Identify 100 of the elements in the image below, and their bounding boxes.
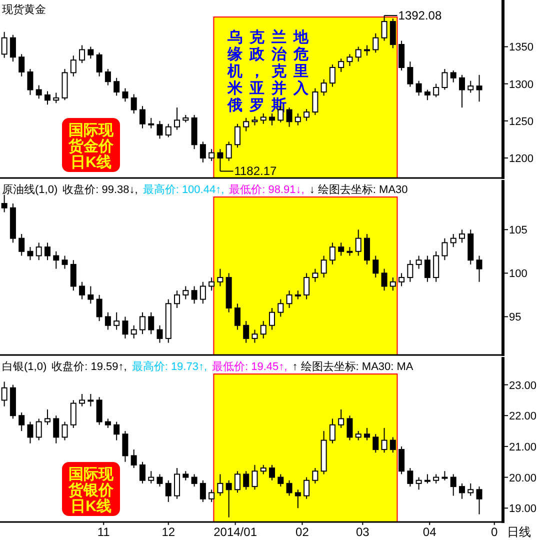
candlestick [424,474,430,484]
y-tick-label: 1350 [509,42,534,54]
candlestick [70,55,76,77]
candlestick [27,421,34,444]
candlestick [260,320,266,339]
candlestick [304,108,310,122]
note-box: 国际现货金价日K线 [62,118,120,172]
candlestick [62,421,68,441]
candlestick [36,242,42,261]
candlestick [355,229,362,256]
candlestick [139,461,146,484]
candlestick [130,324,137,339]
candlestick [27,246,34,261]
y-tick-label: 95 [509,312,522,324]
y-tick-label: 1250 [509,116,534,128]
candlestick [114,312,120,330]
candlestick [338,242,344,256]
candlestick [88,394,94,407]
candlestick [53,415,60,444]
y-tick-label: 100 [509,268,528,280]
candlestick [208,277,215,292]
candlestick [148,470,154,484]
candlestick [424,255,430,282]
chart-subtitle: 收盘价: 19.59↑, 最高价: 19.73↑, 最低价: 19.45↑, ↑ 绘图去坐标: MA30: MA [52,360,414,373]
candlestick [329,418,336,444]
candlestick [156,324,163,344]
candlestick [407,468,414,488]
candlestick [165,480,172,502]
candlestick [476,74,482,102]
candlestick [182,286,189,300]
candlestick [243,117,250,132]
y-tick-label: 23.00 [509,380,537,392]
candlestick [468,482,474,496]
candlestick [122,88,128,102]
chart-title: 白银(1,0) [2,361,47,373]
y-tick-label: 20.00 [509,472,537,484]
candlestick [329,242,336,265]
chart-title: 原油线(1,0) [2,183,58,196]
annotation: 1182.17 [234,164,278,178]
candlestick [36,418,42,441]
note-box: 国际现货银价日K线 [62,462,120,516]
x-tick-label: 03 [356,525,370,539]
candlestick [424,89,430,101]
x-tick-label: 12 [162,525,176,539]
candlestick [407,260,414,282]
candlestick [442,238,448,261]
candlestick [278,298,284,318]
candlestick [217,474,224,496]
candlestick [27,68,34,96]
x-axis-title: 日线 [507,525,531,539]
candlestick [346,415,353,441]
candlestick [294,112,301,126]
candlestick [364,233,370,265]
candlestick [44,408,50,426]
candlestick [286,290,292,308]
candlestick [79,394,86,407]
candlestick [458,74,465,108]
candlestick [252,329,258,344]
candlestick [234,123,240,148]
x-tick-label: 04 [422,525,437,539]
candlestick [200,281,206,304]
candlestick [148,117,154,129]
candlestick [269,112,276,126]
chart-title: 现货黄金 [2,3,46,16]
candlestick [70,400,76,428]
candlestick [312,268,318,282]
candlestick [458,229,465,244]
candlestick [114,421,120,441]
candlestick [278,474,284,488]
candlestick [1,31,8,58]
candlestick [433,250,440,282]
candlestick [10,34,16,62]
candlestick [18,233,25,256]
candlestick [174,107,180,130]
candlestick [320,255,327,278]
candlestick [468,80,474,94]
candlestick [200,480,206,502]
candlestick [269,307,276,330]
candlestick [122,316,128,339]
candlestick [416,476,422,490]
candlestick [442,470,448,481]
candlestick [62,255,68,270]
candlestick [104,418,111,428]
candlestick [174,290,180,308]
candlestick [226,141,232,162]
x-tick-label: 11 [97,525,110,539]
candlestick [1,194,8,213]
candlestick [79,44,86,64]
candlestick [260,112,266,124]
candlestick [156,120,163,140]
candlestick [88,46,94,60]
candlestick [433,474,440,484]
candlestick [234,303,240,330]
candlestick [139,106,146,129]
x-tick-label: 0 [491,525,498,539]
candlestick [44,90,50,106]
annotation: 国际现货银价日K线 [68,466,114,515]
candlestick [433,83,440,98]
candlestick [165,123,172,138]
candlestick [450,70,456,83]
